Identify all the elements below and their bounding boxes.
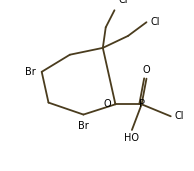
Text: O: O bbox=[143, 65, 150, 75]
Text: Br: Br bbox=[78, 121, 89, 131]
Text: Cl: Cl bbox=[118, 0, 128, 5]
Text: Br: Br bbox=[25, 67, 36, 77]
Text: O: O bbox=[104, 99, 112, 109]
Text: P: P bbox=[139, 99, 145, 109]
Text: HO: HO bbox=[124, 133, 139, 143]
Text: Cl: Cl bbox=[175, 111, 184, 121]
Text: Cl: Cl bbox=[150, 17, 160, 27]
